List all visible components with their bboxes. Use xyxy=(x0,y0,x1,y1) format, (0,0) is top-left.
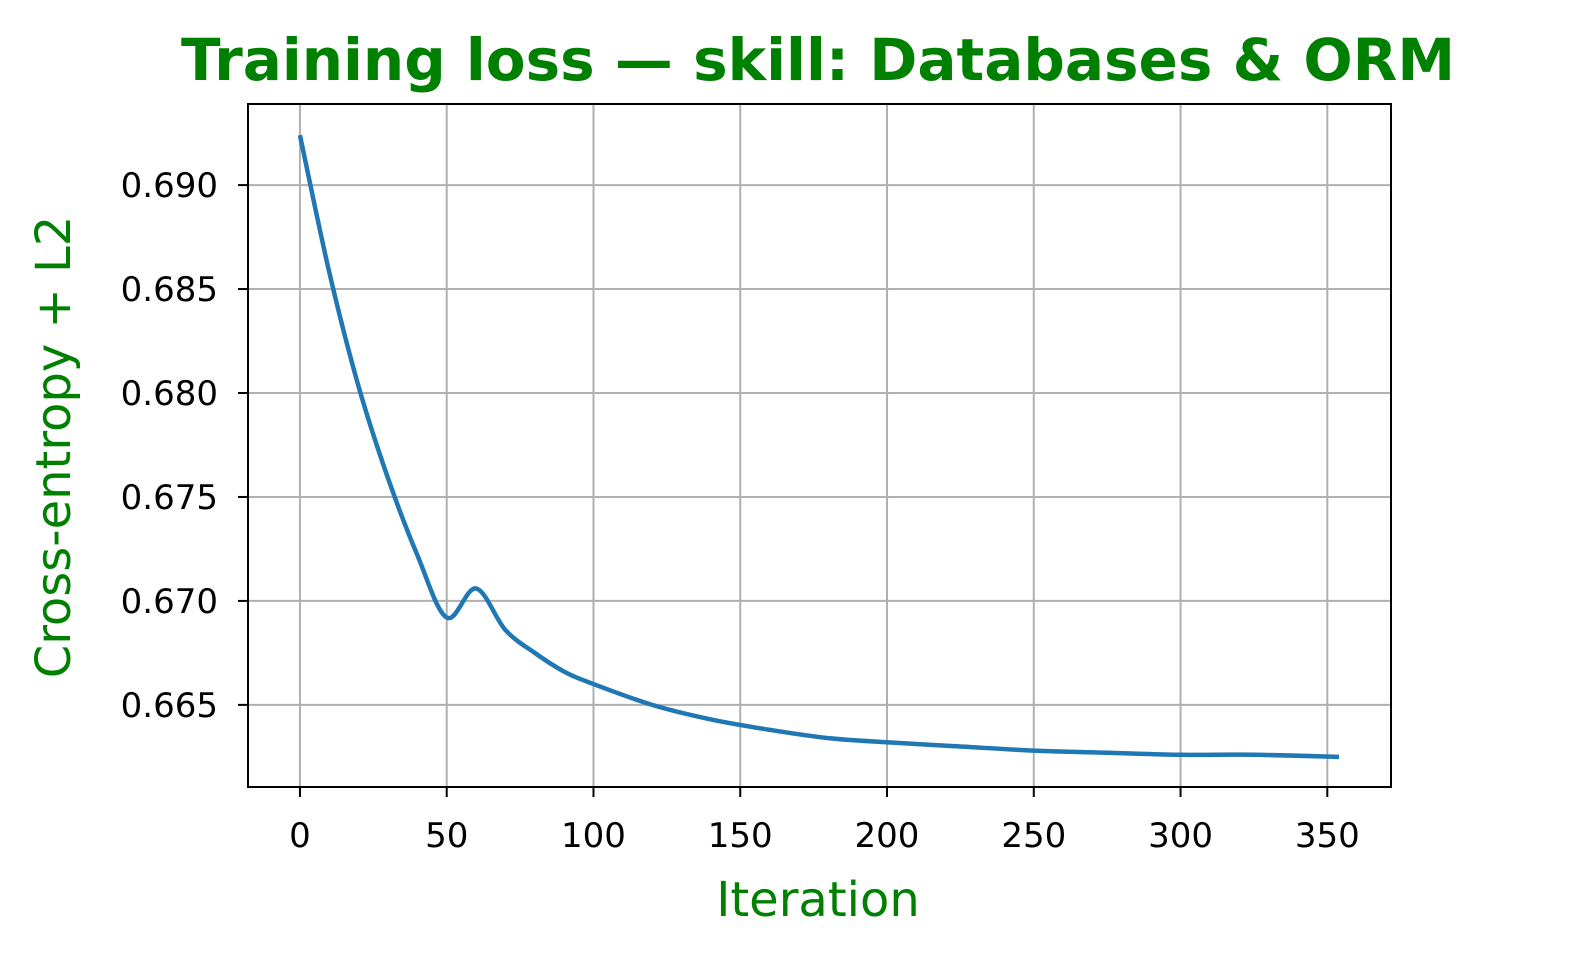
x-tick-label: 350 xyxy=(1295,816,1360,856)
series-line-0 xyxy=(297,134,1340,760)
grid-lines xyxy=(248,104,1391,787)
y-tick-label: 0.690 xyxy=(121,166,218,206)
y-axis-label: Cross-entropy + L2 xyxy=(26,216,82,679)
x-tick-label: 150 xyxy=(708,816,773,856)
y-tick-label: 0.670 xyxy=(121,582,218,622)
series-layer xyxy=(297,134,1340,760)
x-tick-label: 200 xyxy=(855,816,920,856)
x-tick-label: 0 xyxy=(289,816,311,856)
y-tick-label: 0.675 xyxy=(121,478,218,518)
x-tick-label: 300 xyxy=(1148,816,1213,856)
x-axis-label: Iteration xyxy=(716,872,920,928)
y-tick-label: 0.665 xyxy=(121,686,218,726)
y-tick-label: 0.680 xyxy=(121,374,218,414)
x-tick-label: 250 xyxy=(1001,816,1066,856)
axis-ticks: 0 50 100 150 200 250 300 350 0.665 0.670 0.675 0.68… xyxy=(121,166,1360,856)
y-tick-label: 0.685 xyxy=(121,270,218,310)
plot-frame xyxy=(247,103,1392,788)
x-tick-label: 100 xyxy=(561,816,626,856)
chart-title: Training loss — skill: Databases & ORM xyxy=(181,26,1455,94)
x-tick-label: 50 xyxy=(425,816,468,856)
